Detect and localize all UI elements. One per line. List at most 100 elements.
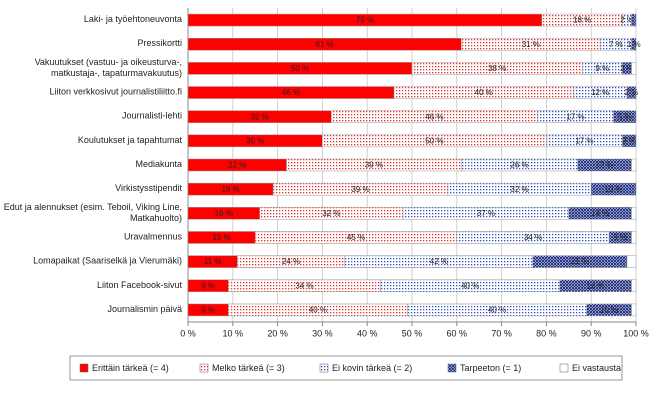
value-label: 38 % [488,64,506,73]
y-tick-label: Journalismin päivä [107,304,182,314]
y-tick-label: Liiton Facebook-sivut [97,280,183,290]
bar-segment [631,231,637,244]
value-label: 24 % [282,257,300,266]
x-tick-label: 30 % [312,328,333,338]
legend-swatch [199,363,209,373]
y-tick-label: Koulutukset ja tapahtumat [78,135,183,145]
bar-segment [631,158,637,172]
value-label: 1 % [627,40,641,49]
value-label: 15 % [212,233,230,242]
value-label: 32 % [251,112,269,121]
value-label: 18 % [573,16,591,25]
legend-swatch [79,363,89,373]
value-label: 2 % [625,88,639,97]
bar-segment [590,182,637,196]
legend-swatch [319,363,329,373]
value-label: 50 % [291,64,309,73]
value-label: 14 % [591,209,609,218]
value-label: 40 % [475,88,493,97]
value-label: 2 % [620,16,634,25]
bar-segment [631,303,637,317]
value-label: 26 % [510,161,528,170]
x-tick-label: 10 % [223,328,244,338]
legend-label: Erittäin tärkeä (= 4) [92,363,169,373]
value-label: 79 % [356,16,374,25]
value-label: 34 % [524,233,542,242]
legend-box [69,355,623,381]
value-label: 39 % [365,161,383,170]
bar-segment [622,134,637,148]
value-label: 31 % [522,40,540,49]
value-label: 39 % [351,185,369,194]
x-tick-label: 80 % [536,328,557,338]
y-tick-label: Lomapaikat (Saariselkä ja Vierumäki) [33,256,182,266]
value-label: 9 % [596,64,610,73]
legend-label: Tarpeeton (= 1) [460,363,521,373]
value-label: 40 % [488,306,506,315]
value-label: 11 % [204,257,222,266]
x-tick-label: 90 % [581,328,602,338]
y-tick-label: Edut ja alennukset (esim. Teboil, Viking… [4,202,182,223]
x-tick-label: 70 % [491,328,512,338]
value-label: 45 % [347,233,365,242]
legend-swatch [447,363,457,373]
value-label: 17 % [566,112,584,121]
value-label: 12 % [591,88,609,97]
value-label: 32 % [322,209,340,218]
value-label: 19 % [221,185,239,194]
bar-segment [631,13,637,27]
value-label: 46 % [282,88,300,97]
x-tick-label: 0 % [180,328,196,338]
y-tick-label: Uravalmennus [124,232,183,242]
value-label: 12 % [596,161,614,170]
y-tick-label: Pressikortti [137,39,182,49]
value-label: 37 % [477,209,495,218]
y-tick-label: Vakuutukset (vastuu- ja oikeusturva-, mat… [35,57,182,78]
y-tick-label: Mediakunta [135,159,182,169]
x-tick-label: 50 % [402,328,423,338]
value-label: 32 % [510,185,528,194]
value-label: 3 % [622,136,636,145]
y-tick-label: Virkistysstipendit [115,184,182,194]
value-label: 17 % [575,136,593,145]
value-label: 42 % [430,257,448,266]
bar-segment [631,37,637,51]
value-label: 21 % [571,257,589,266]
bar-segment [626,255,637,268]
x-tick-label: 40 % [357,328,378,338]
value-label: 5 % [618,112,632,121]
legend-label: Ei kovin tärkeä (= 2) [332,363,412,373]
value-label: 50 % [425,136,443,145]
y-tick-label: Journalisti-lehti [122,111,182,121]
legend-swatch [559,363,569,373]
value-label: 40 % [461,281,479,290]
bar-segment [631,207,637,220]
y-tick-label: Liiton verkkosivut journalistiliitto.fi [49,87,182,97]
value-label: 16 % [215,209,233,218]
value-label: 40 % [309,306,327,315]
x-tick-label: 20 % [267,328,288,338]
value-label: 46 % [425,112,443,121]
value-label: 9 % [201,281,215,290]
value-label: 34 % [295,281,313,290]
x-tick-label: 60 % [447,328,468,338]
value-label: 10 % [604,185,622,194]
y-tick-label: Laki- ja työehtoneuvonta [84,14,182,24]
value-label: 9 % [201,306,215,315]
bar-segment [626,86,637,99]
value-label: 22 % [228,161,246,170]
x-tick-label: 100 % [623,328,649,338]
legend-label: Melko tärkeä (= 3) [212,363,285,373]
bar-segment [631,62,637,75]
value-label: 10 % [600,306,618,315]
value-label: 2 % [620,64,634,73]
bar-segment [613,110,637,123]
value-label: 61 % [316,40,334,49]
value-label: 16 % [587,281,605,290]
value-label: 5 % [613,233,627,242]
value-label: 30 % [246,136,264,145]
legend-label: Ei vastausta [572,363,621,373]
bar-segment [631,279,637,293]
value-label: 7 % [609,40,623,49]
